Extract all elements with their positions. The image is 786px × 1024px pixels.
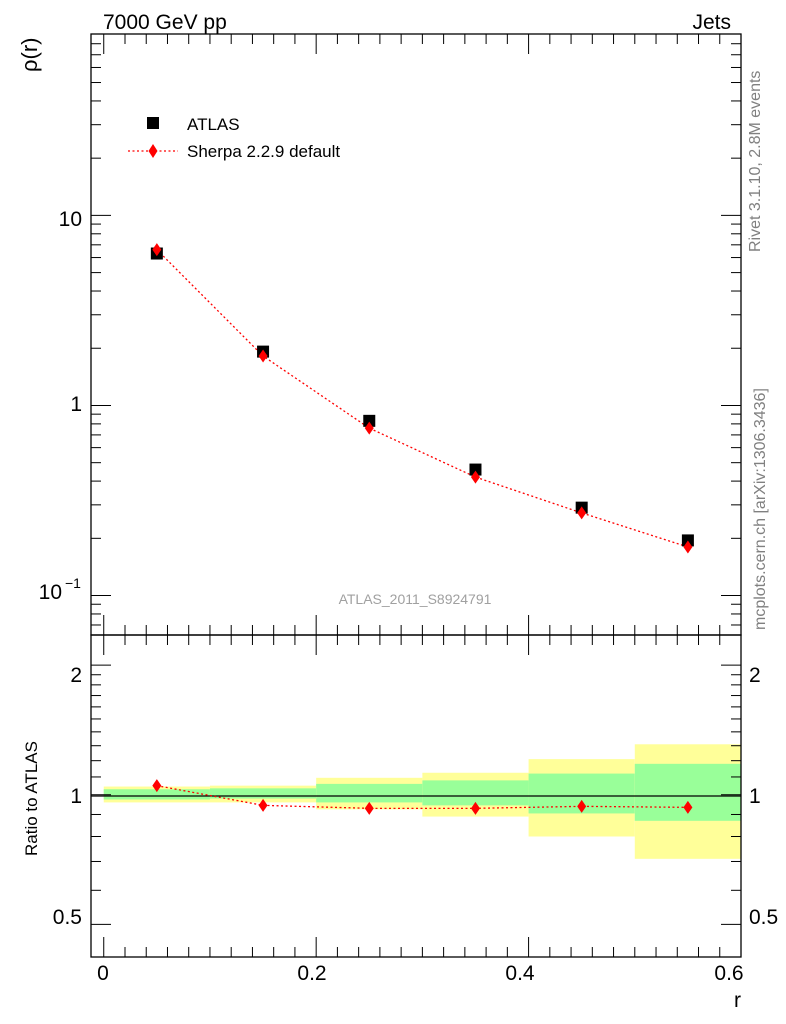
inner-band [422, 780, 529, 806]
sherpa-point [470, 470, 480, 484]
legend-atlas-label: ATLAS [187, 115, 240, 134]
legend-sherpa-marker [148, 144, 158, 158]
ratio-ytick-label-right-2: 2 [749, 664, 761, 687]
main-panel: 10 1 10 −1 ρ(r) ATLAS Sherpa 2.2.9 defau… [17, 33, 742, 636]
uncertainty-bands [103, 744, 741, 859]
sherpa-point [577, 506, 587, 520]
ytick-label-1: 1 [70, 393, 82, 416]
legend-atlas-marker [147, 117, 159, 129]
ytick-label-0.1-exponent: −1 [65, 575, 81, 591]
ratio-sherpa-point [152, 779, 162, 793]
ratio-ytick-label-right-0.5: 0.5 [749, 906, 778, 929]
ratio-ytick-label-0.5: 0.5 [53, 906, 82, 929]
inner-band [103, 789, 210, 800]
atlas-point [469, 463, 482, 476]
ratio-sherpa-point [258, 798, 268, 812]
ratio-ticks [91, 635, 742, 957]
sherpa-points [152, 243, 693, 554]
ratio-ytick-label-1: 1 [70, 785, 82, 808]
rivet-version-label: Rivet 3.1.10, 2.8M events [747, 71, 764, 252]
analysis-watermark: ATLAS_2011_S8924791 [339, 591, 492, 607]
ratio-sherpa-point [364, 801, 374, 815]
atlas-points [150, 247, 694, 547]
atlas-point [363, 414, 376, 427]
xlabel: r [734, 989, 741, 1012]
sherpa-point [152, 243, 162, 257]
inner-band [316, 783, 423, 803]
atlas-point [681, 534, 694, 547]
legend-sherpa-label: Sherpa 2.2.9 default [187, 142, 340, 161]
sherpa-point [258, 349, 268, 363]
sherpa-line [156, 249, 689, 548]
xtick-label-0.6: 0.6 [714, 962, 743, 985]
ratio-sherpa-point [470, 801, 480, 815]
header-left-label: 7000 GeV pp [103, 11, 227, 34]
ratio-ylabel: Ratio to ATLAS [22, 741, 41, 856]
legend: ATLAS Sherpa 2.2.9 default [128, 115, 340, 161]
ytick-label-10: 10 [59, 208, 82, 231]
header-right-label: Jets [692, 11, 731, 34]
ratio-sherpa-points [152, 779, 693, 815]
ratio-sherpa-point [577, 799, 587, 813]
ratio-ytick-label-2: 2 [70, 664, 82, 687]
main-ticks [91, 33, 742, 635]
xtick-label-0.2: 0.2 [297, 962, 326, 985]
ratio-ytick-label-right-1: 1 [749, 785, 761, 808]
xtick-label-0.4: 0.4 [505, 962, 535, 985]
xtick-label-0: 0 [97, 962, 109, 985]
ratio-sherpa-line [156, 785, 688, 809]
sherpa-point [364, 421, 374, 435]
main-sherpa-line-group [156, 249, 689, 548]
ratio-sherpa-point [683, 800, 693, 814]
main-ylabel: ρ(r) [17, 38, 42, 73]
ratio-frame [90, 634, 742, 958]
sherpa-point [683, 540, 693, 554]
mcplots-label: mcplots.cern.ch [arXiv:1306.3436] [752, 388, 769, 630]
ytick-label-0.1-base: 10 [39, 581, 62, 604]
inner-band [209, 788, 317, 799]
ratio-panel: 0.5 1 2 0.5 1 2 0 0.2 0.4 0.6 Ratio to A… [22, 634, 778, 1012]
